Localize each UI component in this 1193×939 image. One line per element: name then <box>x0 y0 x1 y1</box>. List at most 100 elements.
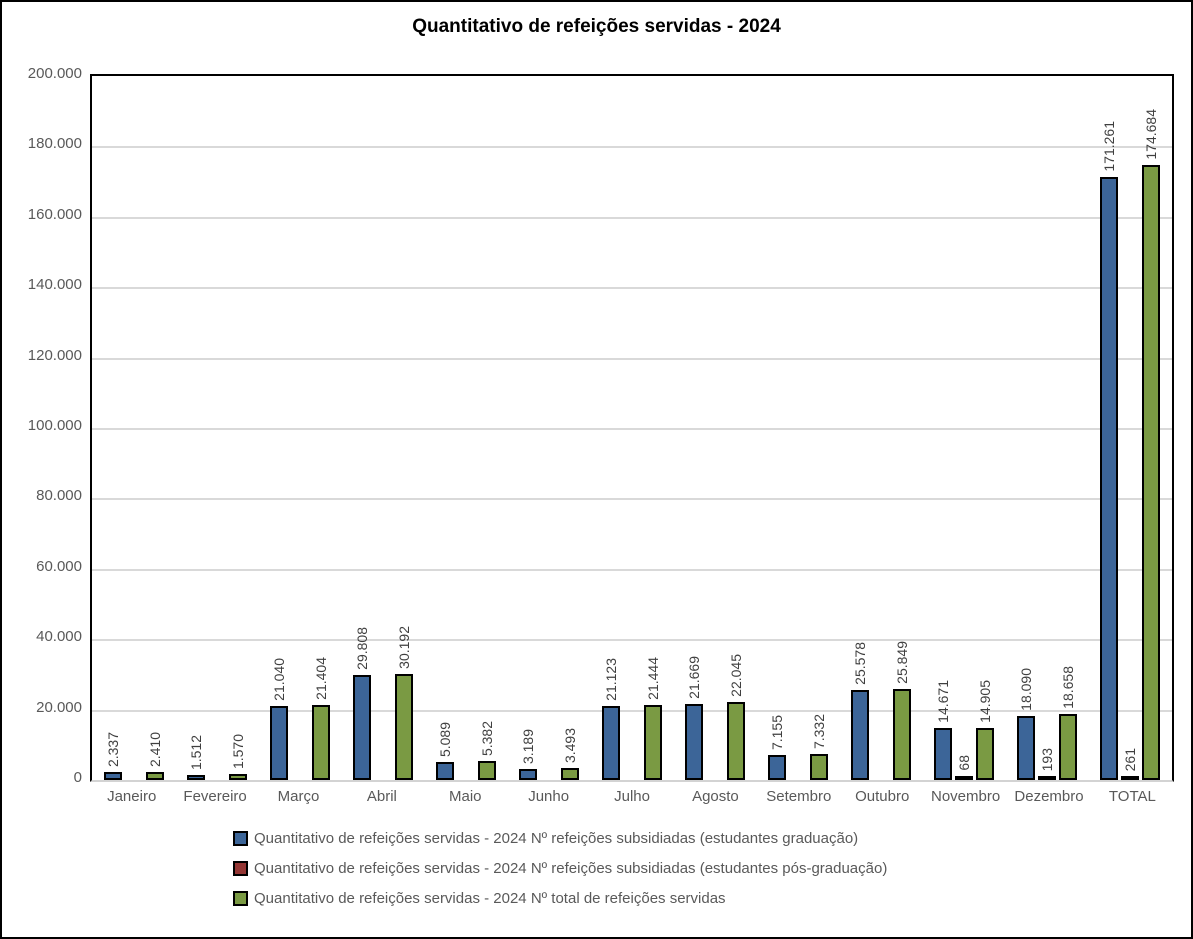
y-axis-tick-label: 120.000 <box>27 347 82 364</box>
bar-column-total: 21.444 <box>644 76 662 780</box>
bar-total <box>228 774 247 780</box>
bar-graduacao <box>518 769 537 780</box>
bar-column-graduacao: 171.261 <box>1100 76 1119 780</box>
bar-group: 3.189 3.493 <box>507 76 590 780</box>
bar-column-total: 3.493 <box>560 76 579 780</box>
bar-group: 21.669 22.045 <box>674 76 757 780</box>
bars-layer: 2.337 2.410 1.512 1.570 21.040 21.404 29.808 30… <box>92 76 1172 780</box>
bar-value-label: 30.192 <box>395 626 412 669</box>
bar-column-graduacao: 5.089 <box>435 76 454 780</box>
bar-graduacao <box>851 690 870 780</box>
gridline <box>92 358 1172 360</box>
legend-item: Quantitativo de refeições servidas - 202… <box>233 890 887 907</box>
gridline <box>92 217 1172 219</box>
bar-total <box>893 689 912 780</box>
y-axis-tick-label: 60.000 <box>36 558 82 575</box>
x-axis-label: Junho <box>528 788 570 805</box>
bar-value-label: 18.090 <box>1018 668 1035 711</box>
bar-pos-graduacao <box>955 776 974 780</box>
y-axis-tick-label: 100.000 <box>27 417 82 434</box>
bar-column-graduacao: 21.669 <box>685 76 704 780</box>
gridline <box>92 287 1172 289</box>
legend-item: Quantitativo de refeições servidas - 202… <box>233 860 887 877</box>
bar-column-total: 25.849 <box>893 76 912 780</box>
bar-graduacao <box>1100 177 1119 780</box>
bar-graduacao <box>269 706 288 780</box>
bar-total <box>976 728 995 780</box>
bar-column-pos-graduacao <box>706 76 724 780</box>
bar-column-graduacao: 14.671 <box>934 76 953 780</box>
bar-column-graduacao: 3.189 <box>518 76 537 780</box>
bar-value-label: 21.123 <box>603 658 619 701</box>
bar-value-label: 21.444 <box>645 657 661 700</box>
bar-total <box>477 761 496 780</box>
bar-value-label: 7.155 <box>769 714 786 750</box>
bar-value-label: 193 <box>1039 747 1056 771</box>
bar-group: 25.578 25.849 <box>840 76 923 780</box>
bar-value-label: 14.671 <box>935 680 952 723</box>
bar-value-label: 5.089 <box>436 721 453 757</box>
bar-group: 171.261 261 174.684 <box>1089 76 1172 780</box>
bar-column-graduacao: 7.155 <box>768 76 787 780</box>
gridline <box>92 710 1172 712</box>
x-axis-label: Julho <box>614 788 650 805</box>
legend-swatch-pos-graduacao <box>233 861 248 876</box>
y-axis-tick-label: 20.000 <box>36 699 82 716</box>
gridline <box>92 498 1172 500</box>
bar-pos-graduacao <box>1121 776 1140 780</box>
bar-value-label: 3.493 <box>561 727 578 763</box>
bar-value-label: 2.410 <box>146 731 163 767</box>
legend-label: Quantitativo de refeições servidas - 202… <box>254 890 726 907</box>
y-axis-tick-label: 180.000 <box>27 135 82 152</box>
bar-column-pos-graduacao <box>789 76 807 780</box>
y-axis-tick-label: 140.000 <box>27 276 82 293</box>
bar-graduacao <box>352 675 371 780</box>
legend-label: Quantitativo de refeições servidas - 202… <box>254 830 859 847</box>
bar-graduacao <box>186 775 205 780</box>
bar-graduacao <box>685 704 704 780</box>
bar-value-label: 171.261 <box>1101 121 1118 172</box>
bar-value-label: 5.382 <box>478 720 495 756</box>
y-axis-tick-label: 160.000 <box>27 206 82 223</box>
bar-column-total: 174.684 <box>1142 76 1161 780</box>
gridline <box>92 146 1172 148</box>
bar-column-pos-graduacao: 261 <box>1121 76 1140 780</box>
x-axis-label: Agosto <box>692 788 739 805</box>
bar-column-total: 22.045 <box>727 76 746 780</box>
bar-group: 18.090 193 18.658 <box>1006 76 1089 780</box>
legend-swatch-total <box>233 891 248 906</box>
bar-value-label: 21.669 <box>686 656 703 699</box>
x-axis-label: Setembro <box>766 788 832 805</box>
bar-graduacao <box>934 728 953 780</box>
bar-column-pos-graduacao <box>374 76 392 780</box>
bar-value-label: 1.512 <box>187 734 204 770</box>
bar-column-graduacao: 21.123 <box>602 76 620 780</box>
bar-value-label: 7.332 <box>811 713 828 749</box>
bar-column-total: 1.570 <box>228 76 247 780</box>
bar-value-label: 2.337 <box>104 731 121 767</box>
bar-column-graduacao: 21.040 <box>269 76 288 780</box>
bar-value-label: 14.905 <box>977 680 994 723</box>
bar-value-label: 29.808 <box>353 627 370 670</box>
bar-column-total: 30.192 <box>394 76 413 780</box>
bar-group: 1.512 1.570 <box>175 76 258 780</box>
x-axis-label: Março <box>277 788 320 805</box>
x-axis-label: Abril <box>366 788 397 805</box>
bar-value-label: 3.189 <box>519 728 536 764</box>
bar-total <box>145 772 164 780</box>
gridline <box>92 428 1172 430</box>
y-axis-tick-label: 200.000 <box>27 65 82 82</box>
bar-total <box>394 674 413 780</box>
bar-group: 21.040 21.404 <box>258 76 341 780</box>
bar-group: 7.155 7.332 <box>757 76 840 780</box>
bar-total <box>644 705 662 780</box>
bar-value-label: 25.578 <box>852 642 869 685</box>
bar-column-graduacao: 29.808 <box>352 76 371 780</box>
bar-graduacao <box>602 706 620 780</box>
legend-swatch-graduacao <box>233 831 248 846</box>
y-axis: 200.000 180.000 160.000 140.000 120.000 100.0… <box>2 65 82 786</box>
bar-value-label: 1.570 <box>229 733 246 769</box>
bar-value-label: 21.040 <box>270 658 287 701</box>
y-axis-tick-label: 0 <box>73 769 82 786</box>
bar-column-pos-graduacao <box>623 76 641 780</box>
